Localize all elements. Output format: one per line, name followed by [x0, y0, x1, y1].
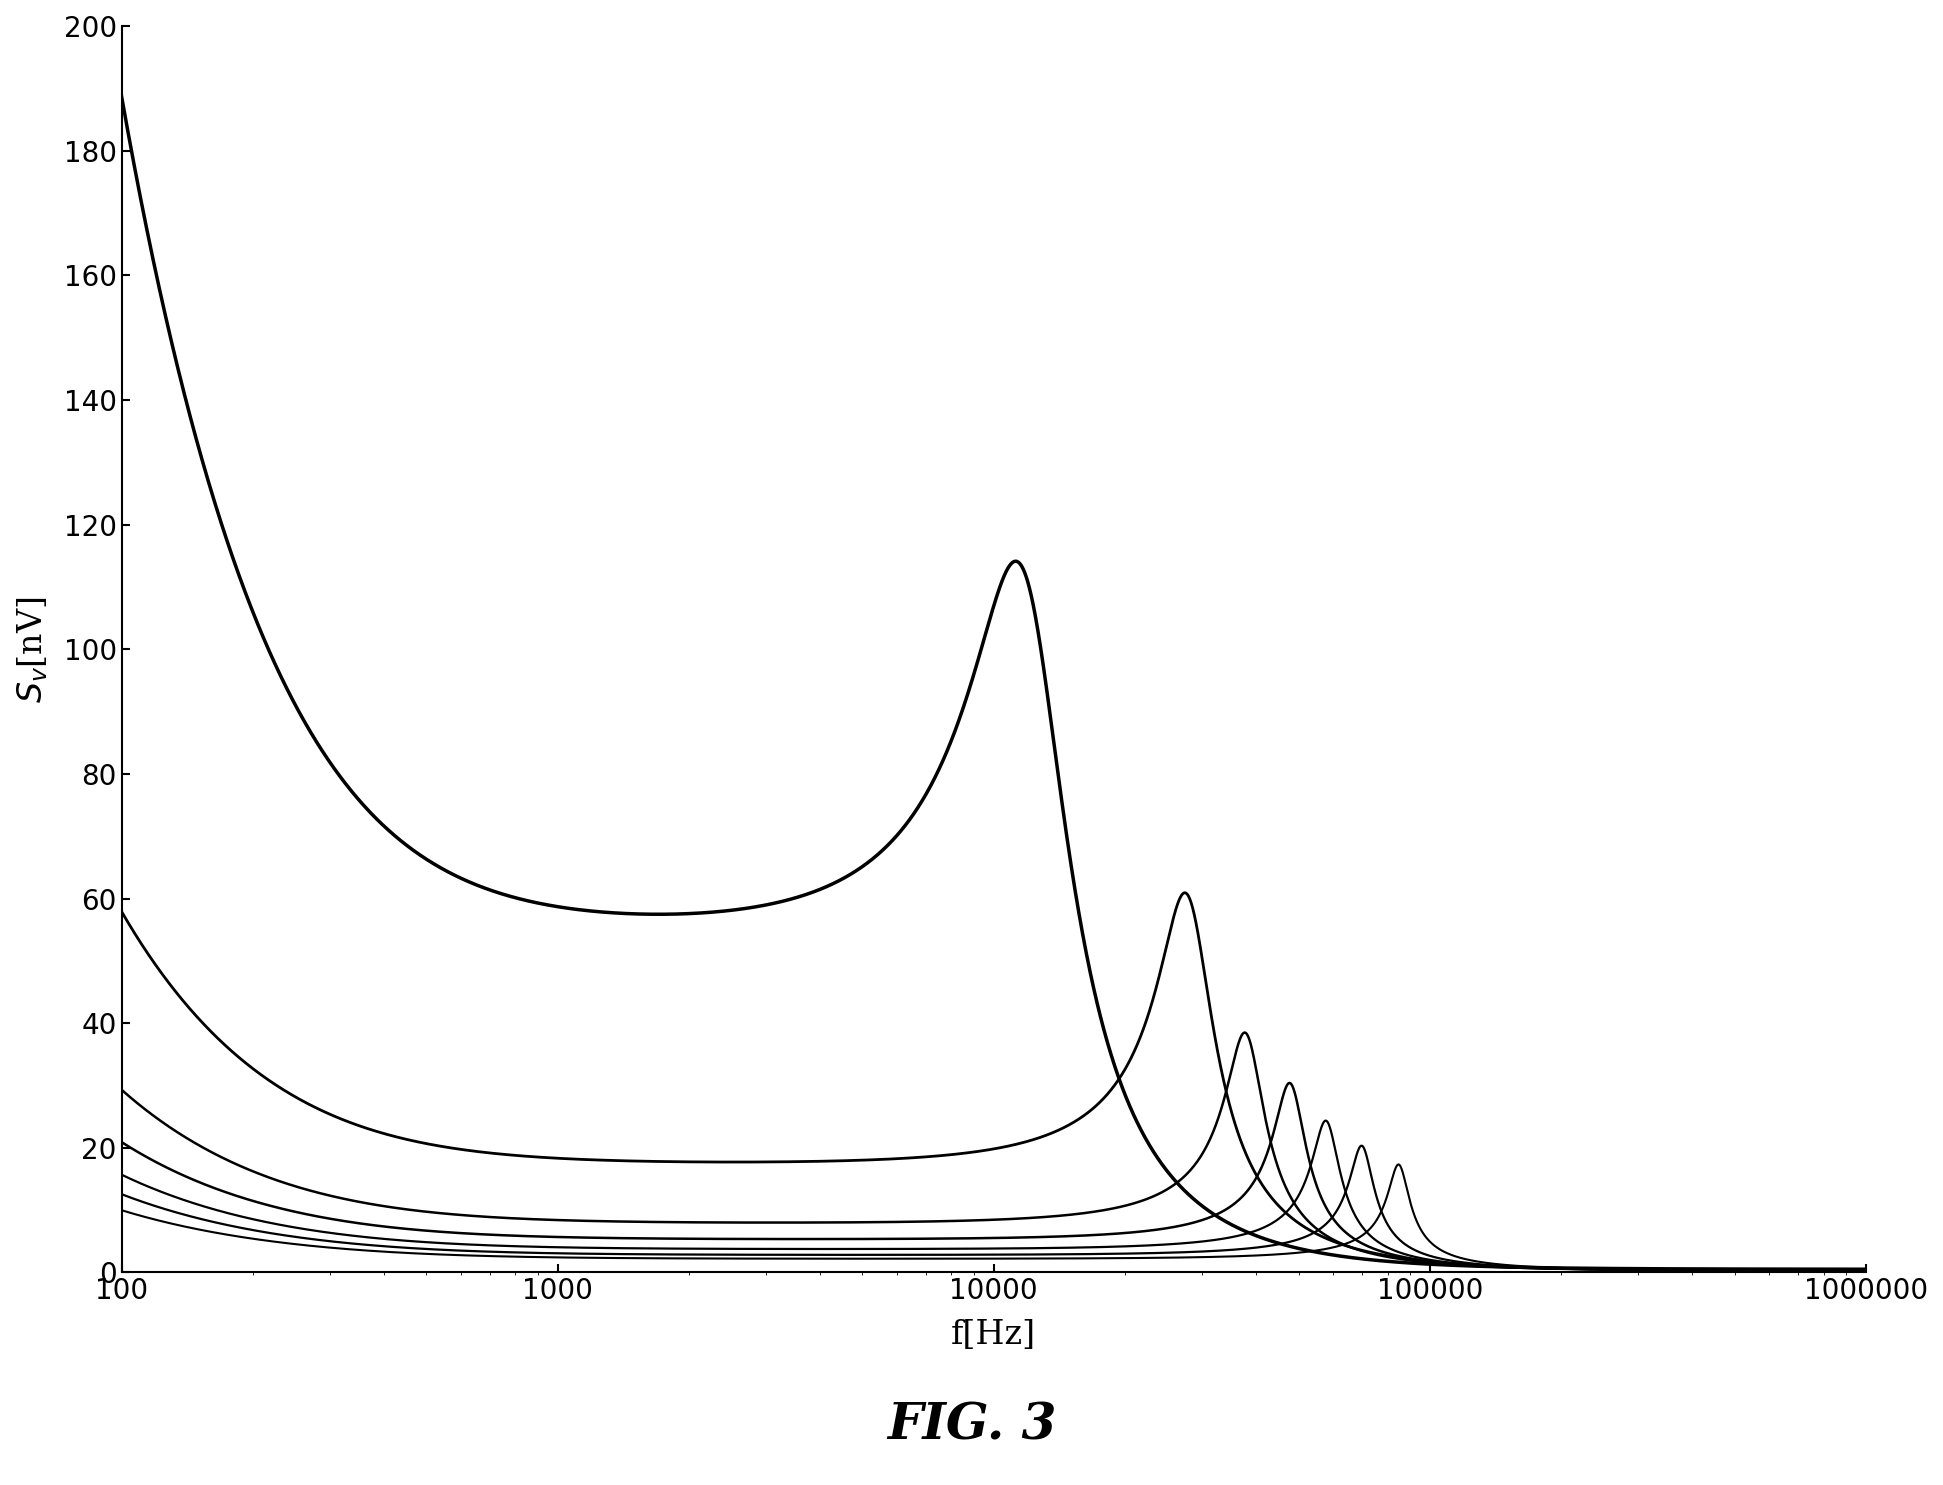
X-axis label: f[Hz]: f[Hz] [952, 1319, 1036, 1351]
Y-axis label: $S_v$[nV]: $S_v$[nV] [16, 595, 51, 702]
Text: FIG. 3: FIG. 3 [886, 1402, 1057, 1449]
